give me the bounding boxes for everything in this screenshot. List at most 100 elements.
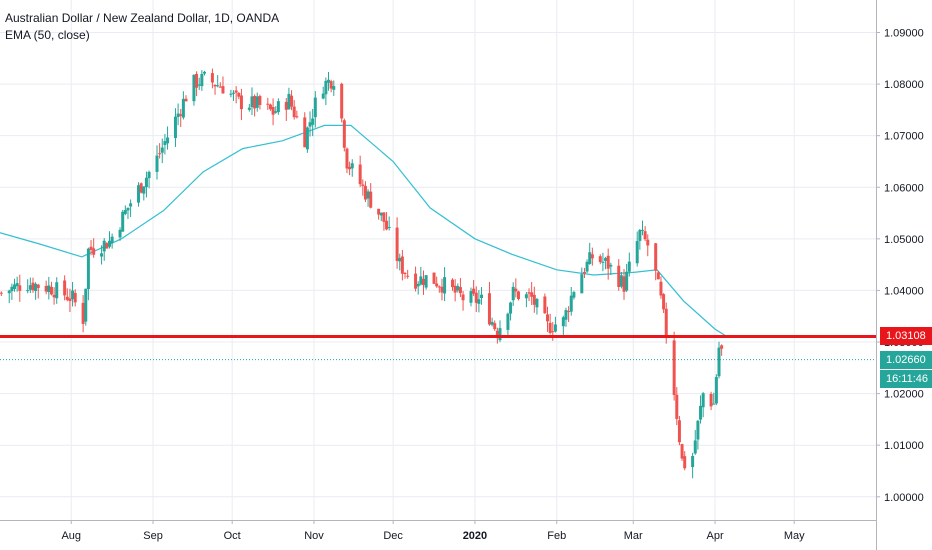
candle-down bbox=[31, 282, 35, 291]
candle-up bbox=[561, 317, 565, 327]
candle-up bbox=[712, 403, 716, 405]
candle-up bbox=[506, 313, 510, 330]
candle-up bbox=[311, 118, 315, 125]
candle-down bbox=[414, 273, 418, 289]
candle-up bbox=[717, 347, 721, 377]
candle-down bbox=[395, 227, 399, 261]
candle-up bbox=[160, 147, 164, 153]
candle-up bbox=[509, 302, 513, 314]
candle-up bbox=[84, 288, 88, 322]
candle-down bbox=[284, 101, 288, 110]
price-axis[interactable]: 1.000001.010001.020001.030001.040001.050… bbox=[876, 28, 924, 504]
time-tick-label: Mar bbox=[624, 530, 643, 542]
candle-down bbox=[543, 296, 547, 314]
candle-down bbox=[271, 107, 275, 115]
candle-down bbox=[472, 288, 476, 294]
candle-up bbox=[350, 163, 354, 169]
candle-up bbox=[498, 328, 502, 341]
candle-up bbox=[535, 298, 539, 308]
candle-up bbox=[691, 455, 695, 468]
candle-down bbox=[158, 153, 162, 155]
candle-down bbox=[527, 292, 531, 294]
candle-down bbox=[369, 191, 373, 208]
candle-down bbox=[672, 340, 676, 396]
candle-down bbox=[664, 308, 668, 339]
time-tick-label: 2020 bbox=[463, 530, 487, 542]
candle-down bbox=[290, 95, 294, 107]
candle-down bbox=[239, 95, 243, 110]
candle-down bbox=[234, 90, 238, 93]
hline-price-badge: 1.03108 bbox=[880, 327, 932, 346]
candle-up bbox=[693, 440, 697, 454]
candle-down bbox=[105, 243, 109, 249]
candle-up bbox=[619, 275, 623, 287]
candle-down bbox=[590, 254, 594, 259]
candle-up bbox=[469, 291, 473, 303]
candle-down bbox=[622, 276, 626, 292]
time-tick-label: Apr bbox=[706, 530, 723, 542]
bar-countdown-badge: 16:11:46 bbox=[880, 369, 932, 388]
time-tick-label: Dec bbox=[383, 530, 403, 542]
candle-up bbox=[387, 226, 391, 228]
candle-up bbox=[480, 294, 484, 299]
time-tick-label: Nov bbox=[304, 530, 324, 542]
candle-down bbox=[435, 283, 439, 287]
candle-up bbox=[126, 207, 130, 211]
candle-up bbox=[701, 393, 705, 408]
candle-up bbox=[638, 229, 642, 241]
candle-up bbox=[276, 101, 280, 113]
candle-up bbox=[456, 286, 460, 291]
candle-down bbox=[49, 286, 53, 295]
candle-down bbox=[582, 271, 586, 274]
candle-down bbox=[516, 291, 520, 300]
time-axis[interactable]: Aug Sep Oct Nov Dec 2020 Feb Mar Apr May bbox=[61, 520, 805, 542]
candle-up bbox=[553, 324, 557, 332]
candle-down bbox=[221, 86, 225, 94]
candle-up bbox=[155, 155, 159, 172]
candle-down bbox=[345, 148, 349, 169]
candle-up bbox=[137, 185, 141, 203]
candle-down bbox=[400, 256, 404, 274]
candle-up bbox=[28, 285, 32, 290]
candle-down bbox=[358, 164, 362, 185]
candle-up bbox=[121, 211, 125, 232]
time-tick-label: May bbox=[784, 530, 805, 542]
candle-down bbox=[52, 294, 56, 298]
candle-down bbox=[36, 284, 40, 288]
candle-up bbox=[604, 258, 608, 261]
price-tick-label: 1.00000 bbox=[884, 492, 924, 504]
candle-down bbox=[659, 281, 663, 296]
candle-down bbox=[68, 298, 72, 302]
candle-down bbox=[295, 116, 299, 118]
price-tick-label: 1.08000 bbox=[884, 79, 924, 91]
candle-down bbox=[303, 117, 307, 148]
candle-down bbox=[656, 272, 660, 280]
candle-down bbox=[683, 456, 687, 469]
candle-down bbox=[44, 285, 48, 292]
candle-up bbox=[627, 261, 631, 272]
candle-up bbox=[585, 261, 589, 272]
candle-down bbox=[218, 86, 222, 88]
candle-down bbox=[0, 292, 3, 294]
candle-up bbox=[173, 116, 177, 139]
candle-down bbox=[530, 292, 534, 297]
candle-up bbox=[181, 98, 185, 118]
candle-up bbox=[71, 290, 75, 300]
candle-up bbox=[232, 92, 236, 94]
indicator-label[interactable]: EMA (50, close) bbox=[5, 28, 90, 42]
candle-up bbox=[366, 191, 370, 199]
candle-down bbox=[377, 208, 381, 215]
candle-down bbox=[493, 323, 497, 330]
candle-up bbox=[200, 73, 204, 87]
candle-up bbox=[321, 93, 325, 99]
candle-up bbox=[524, 294, 528, 299]
candle-down bbox=[382, 212, 386, 222]
candle-up bbox=[490, 321, 494, 325]
candle-down bbox=[567, 311, 571, 313]
candle-up bbox=[202, 71, 206, 74]
candle-up bbox=[216, 85, 220, 87]
candle-down bbox=[646, 239, 650, 246]
candle-up bbox=[147, 171, 151, 179]
candle-up bbox=[305, 127, 309, 150]
